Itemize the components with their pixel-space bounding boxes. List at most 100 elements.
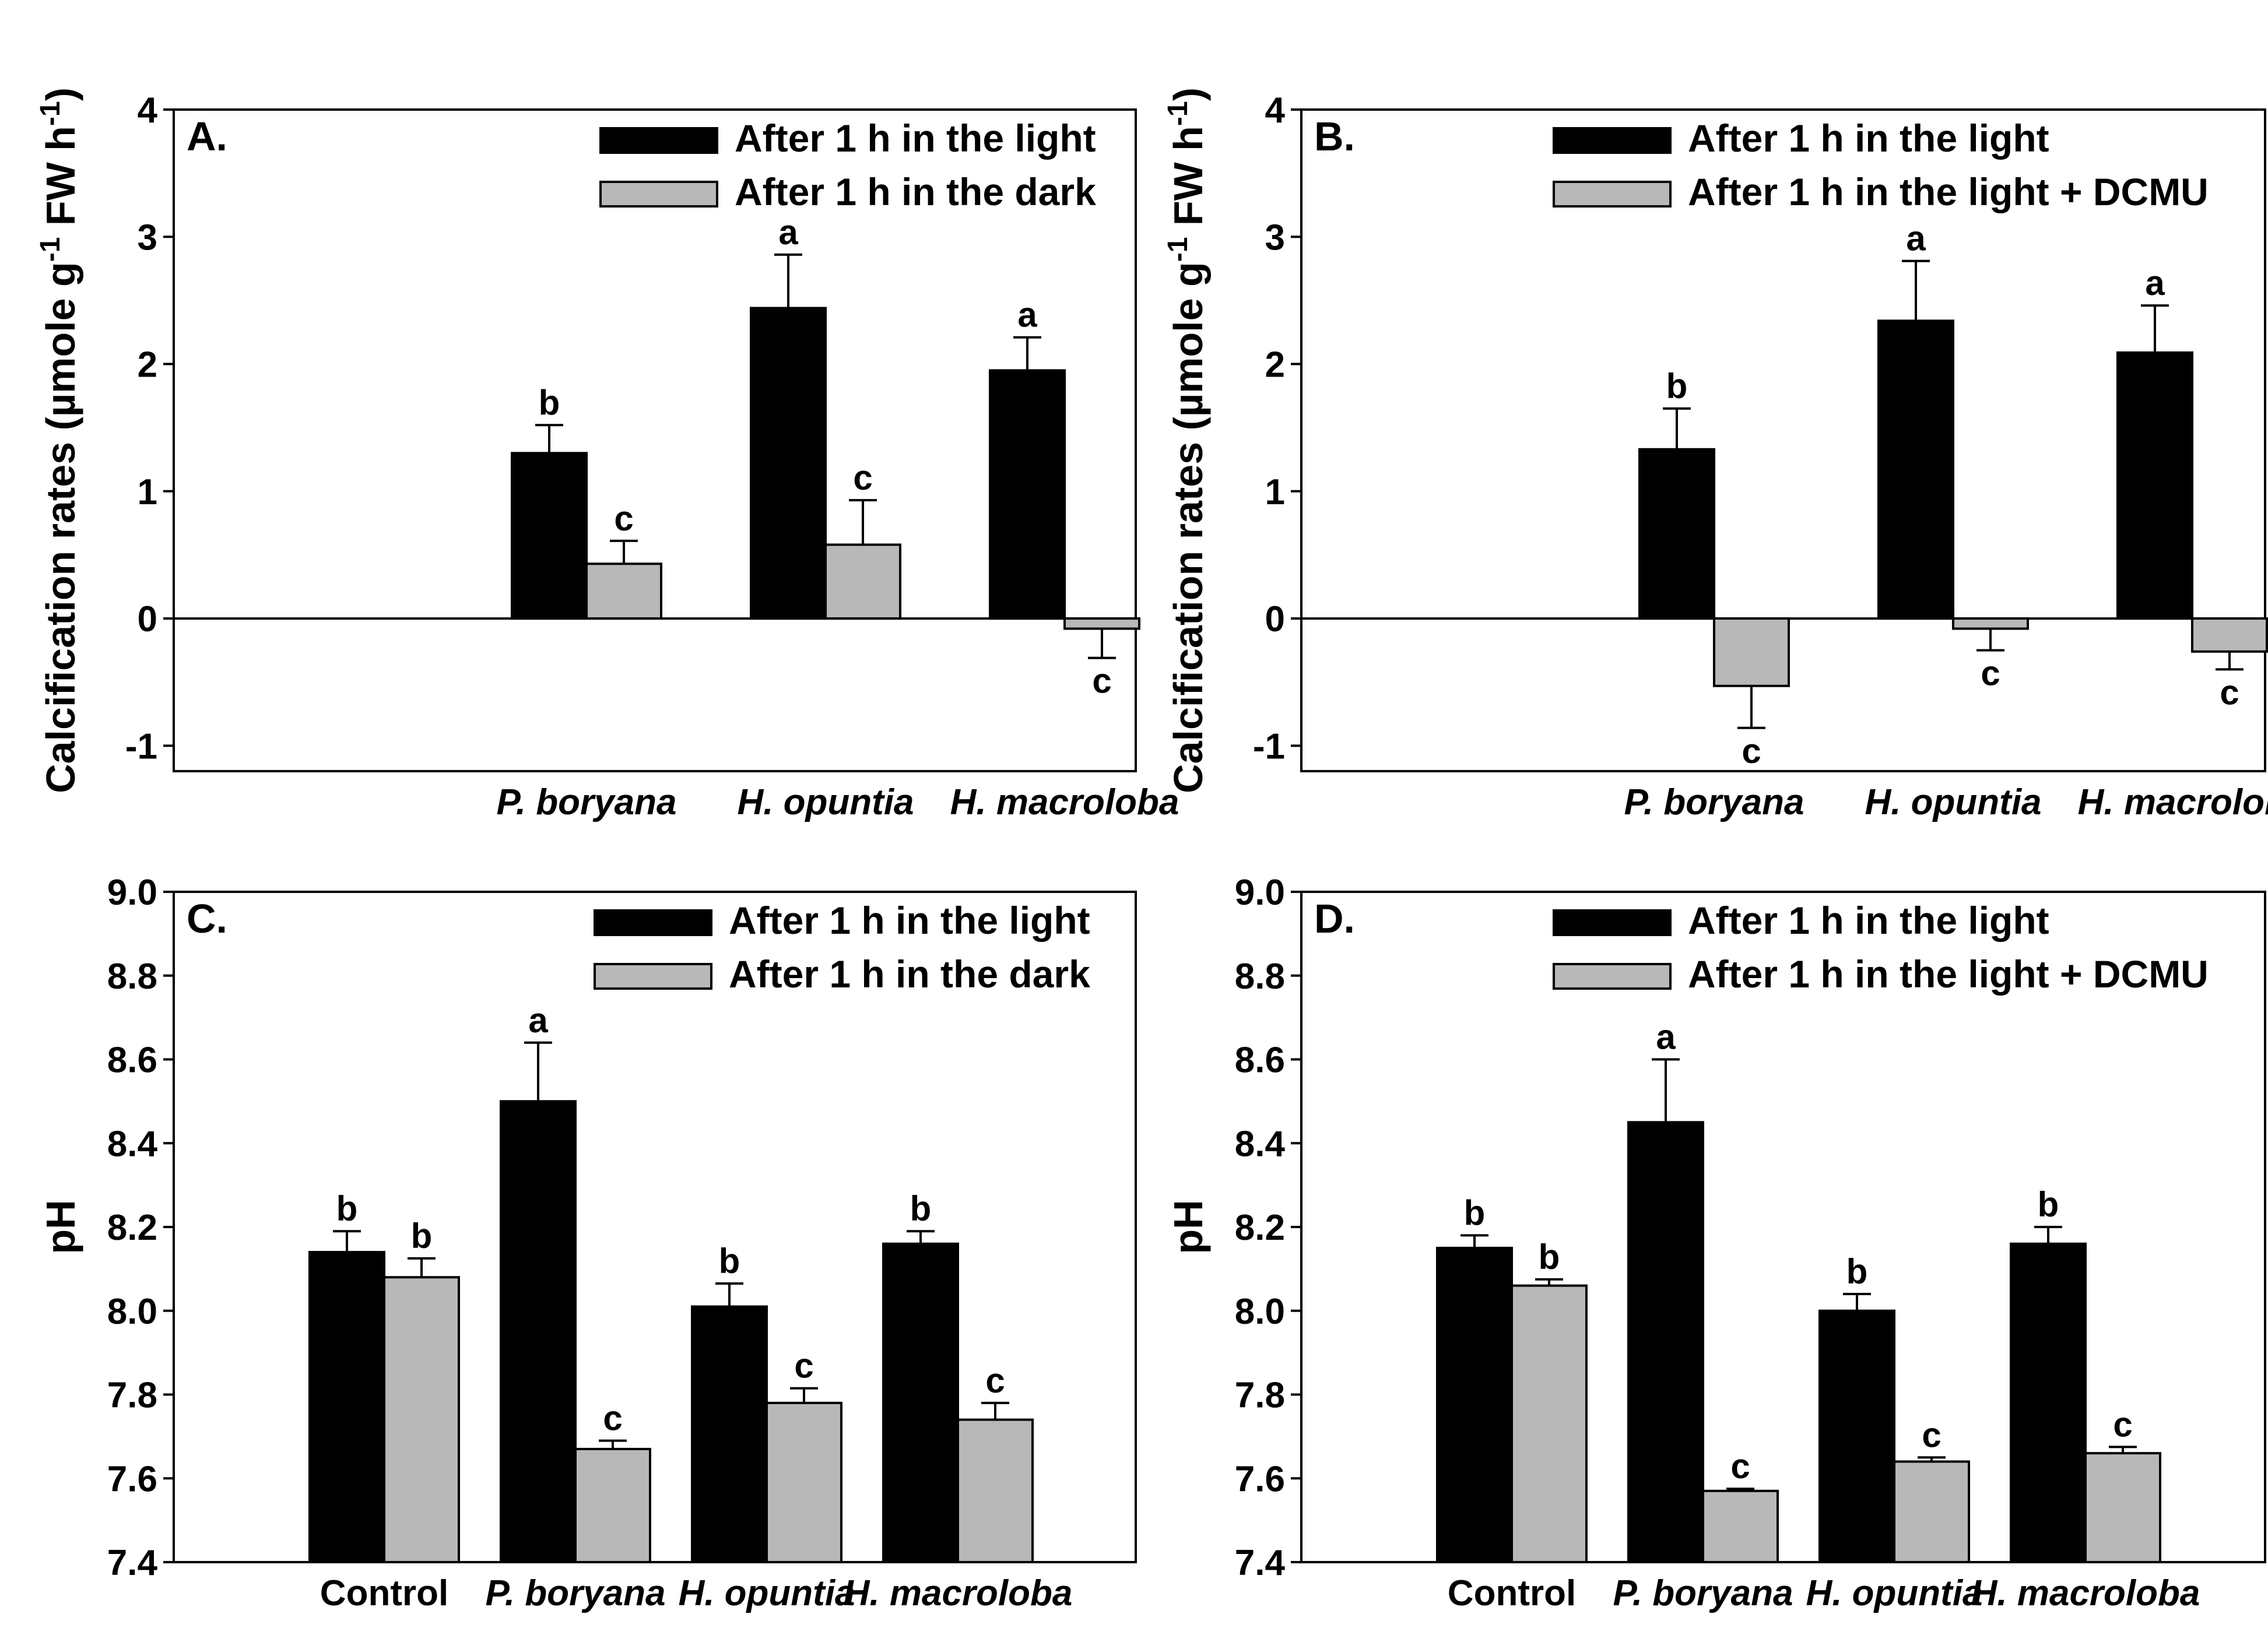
x-tick-label: H. macroloba [950,782,1179,822]
y-tick-label: 8.8 [107,957,157,997]
significance-label: b [411,1216,433,1256]
bar [1511,1284,1588,1563]
y-tick-label: 7.4 [107,1543,158,1583]
significance-label: b [1464,1193,1486,1232]
significance-label: c [794,1346,813,1386]
y-tick-label: 9.0 [107,873,157,913]
panel-letter: C. [187,896,227,941]
significance-label: c [985,1361,1005,1400]
legend-label: After 1 h in the light [729,899,1090,942]
bar [1893,1460,1970,1563]
y-axis-label: pH [1165,1200,1211,1254]
significance-label: b [336,1189,358,1228]
significance-label: b [1846,1252,1868,1291]
bar [989,369,1066,620]
y-axis-label: pH [38,1200,83,1254]
chart-panel-b: -1 0 1 2 3 4 Calcification rates (µmole g-1 FW… [1163,87,2268,822]
y-tick-label: 8.0 [1235,1292,1285,1332]
significance-label: c [614,499,633,538]
bar [1713,617,1790,687]
bar [308,1251,385,1563]
legend-label: After 1 h in the light [735,117,1096,160]
y-tick-label: 8.2 [1235,1208,1285,1248]
legend-swatch [599,181,718,208]
bar [750,307,827,620]
y-tick-label: 8.2 [107,1208,157,1248]
x-tick-label: H. macroloba [2078,782,2268,822]
chart-panel-c: 7.4 7.6 7.8 8.0 8.2 8.4 8.6 8.8 9.0 pH C. After 1 h… [38,873,1137,1613]
legend-swatch [594,909,712,936]
x-tick-label: Control [1448,1573,1576,1613]
significance-label: b [1539,1237,1560,1277]
x-tick-label: P. boryana [1624,782,1804,822]
y-tick-label: 0 [1265,599,1285,639]
x-tick-label: H. macroloba [1971,1573,2200,1613]
legend-label: After 1 h in the light [1688,899,2049,942]
y-tick-label: 4 [138,90,158,131]
significance-label: a [778,213,798,252]
chart-panel-a: -1 0 1 2 3 4 Calcification rates (µmole g-1 FW… [35,87,1179,822]
axes-frame [173,108,1137,772]
legend-swatch [599,127,718,154]
y-tick-label: 1 [138,472,157,512]
bar [824,543,901,620]
y-tick-label: 7.8 [107,1376,157,1416]
significance-label: a [1017,296,1037,335]
y-tick-label: 2 [138,345,157,385]
y-axis-label: Calcification rates (µmole g-1 FW h-1) [1163,87,1211,793]
significance-label: c [1742,732,1761,771]
legend-swatch [1553,127,1672,154]
y-axis-label: Calcification rates (µmole g-1 FW h-1) [35,87,83,793]
bar [1638,448,1715,620]
y-tick-label: 7.6 [107,1459,157,1499]
y-tick-label: 9.0 [1235,873,1285,913]
significance-label: b [539,383,560,422]
legend-swatch [1553,909,1672,936]
y-tick-label: 3 [138,217,157,258]
y-tick-label: 7.6 [1235,1459,1285,1499]
bar [585,562,662,620]
x-tick-label: H. opuntia [1806,1573,1982,1613]
x-tick-label: H. opuntia [1865,782,2041,822]
significance-label: c [1730,1447,1750,1486]
x-tick-label: P. boryana [485,1573,665,1613]
significance-label: a [1656,1018,1676,1057]
bar [2084,1452,2161,1563]
y-tick-label: -1 [125,726,157,766]
y-tick-label: 2 [1265,345,1285,385]
significance-label: a [528,1001,548,1040]
bar [574,1447,651,1563]
bar [1436,1246,1513,1563]
significance-label: a [2145,263,2165,303]
legend-label: After 1 h in the dark [729,952,1090,996]
bar [1063,617,1140,630]
panel-letter: B. [1314,114,1355,159]
x-tick-label: P. boryana [496,782,676,822]
y-tick-label: 7.4 [1235,1543,1286,1583]
y-tick-label: 8.0 [107,1292,157,1332]
y-tick-label: 1 [1265,472,1285,512]
legend-swatch [1553,181,1672,208]
x-tick-label: H. macroloba [844,1573,1073,1613]
y-tick-label: 8.4 [1235,1124,1286,1164]
significance-label: b [910,1189,932,1228]
bar [511,452,588,620]
y-tick-label: -1 [1253,726,1285,766]
legend-swatch [1553,963,1672,990]
legend-label: After 1 h in the dark [735,170,1096,213]
significance-label: c [1092,662,1111,701]
legend-label: After 1 h in the light + DCMU [1688,170,2209,213]
bar [1818,1309,1895,1563]
significance-label: c [1922,1415,1941,1454]
bar [1877,319,1954,620]
bar [1952,617,2029,630]
significance-label: c [2220,673,2239,712]
significance-label: c [1981,654,2000,693]
bar [2010,1242,2087,1563]
x-tick-label: P. boryana [1613,1573,1793,1613]
significance-label: b [2038,1185,2059,1224]
axes-frame [1300,108,2266,772]
significance-label: b [719,1242,740,1281]
x-tick-label: Control [320,1573,448,1613]
